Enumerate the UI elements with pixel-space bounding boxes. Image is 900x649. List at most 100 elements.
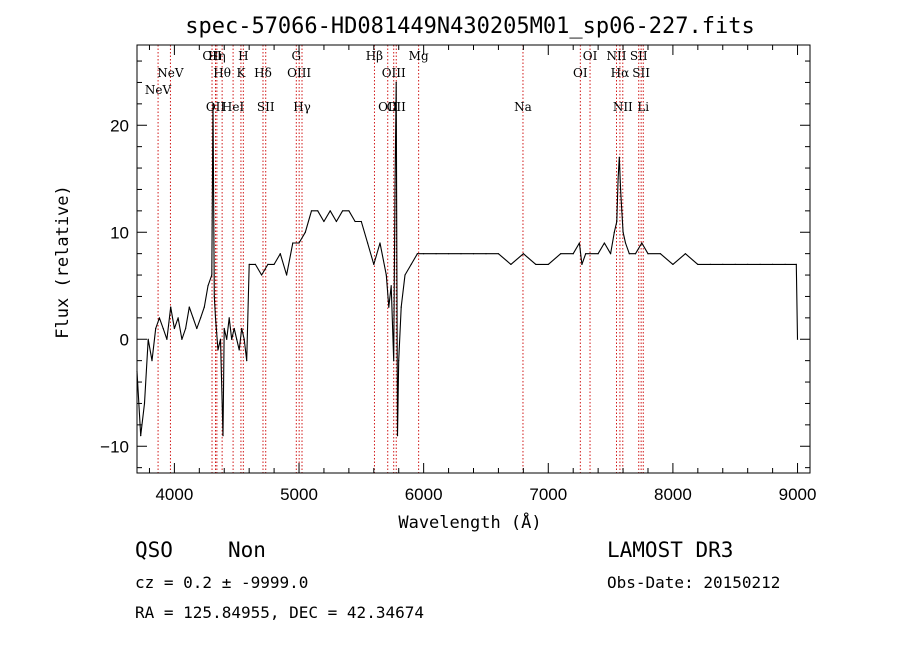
- redshift-cz: cz = 0.2 ± -9999.0: [135, 573, 309, 592]
- data-point-50: [329, 210, 331, 212]
- data-point-36: [246, 360, 248, 362]
- y-tick-label-10: 10: [110, 223, 129, 242]
- line-marker-label-16: OIII: [382, 66, 406, 80]
- data-point-19: [207, 285, 209, 287]
- object-class: QSO: [135, 538, 173, 562]
- line-marker-label-12: OIII: [287, 66, 311, 80]
- data-point-56: [367, 242, 369, 244]
- data-point-41: [273, 263, 275, 265]
- observation-date: Obs-Date: 20150212: [607, 573, 781, 592]
- emission-line-markers: [157, 45, 644, 473]
- data-point-110: [759, 263, 761, 265]
- data-point-52: [342, 210, 344, 212]
- data-point-28: [226, 338, 228, 340]
- x-axis-label: Wavelength (Å): [398, 511, 541, 533]
- line-marker-label-22: NII: [606, 49, 626, 63]
- data-point-64: [395, 81, 397, 83]
- data-point-29: [228, 317, 230, 319]
- data-point-73: [448, 253, 450, 255]
- line-marker-label-11: G: [291, 49, 301, 63]
- data-point-33: [238, 349, 240, 351]
- data-point-20: [211, 274, 213, 276]
- data-point-104: [684, 253, 687, 255]
- data-point-93: [618, 156, 620, 158]
- ra-dec-coordinates: RA = 125.84955, DEC = 42.34674: [135, 603, 424, 622]
- line-marker-label-8: K: [236, 66, 246, 80]
- line-marker-label-20: OI: [573, 66, 588, 80]
- x-axis-ticks: 4000 5000 6000 7000 8000 9000: [148, 45, 816, 504]
- data-point-1: [140, 435, 142, 437]
- data-point-84: [578, 242, 581, 244]
- data-point-27: [223, 327, 225, 330]
- data-point-78: [510, 263, 512, 265]
- data-point-96: [622, 231, 624, 233]
- data-point-38: [254, 263, 256, 265]
- data-point-111: [772, 263, 774, 265]
- data-point-92: [617, 178, 619, 180]
- data-point-99: [634, 253, 637, 255]
- data-point-45: [298, 242, 300, 244]
- data-point-82: [560, 253, 562, 255]
- data-point-83: [572, 253, 574, 255]
- data-point-2: [143, 402, 146, 404]
- data-point-23: [214, 317, 217, 319]
- data-point-39: [261, 274, 263, 276]
- data-point-75: [472, 253, 475, 255]
- y-axis-ticks: −10 0 10 20: [100, 60, 810, 469]
- data-point-4: [151, 360, 153, 362]
- object-subclass: Non: [228, 538, 266, 562]
- data-point-98: [628, 253, 630, 255]
- data-point-106: [709, 263, 711, 265]
- data-point-7: [162, 327, 164, 330]
- data-point-65: [396, 435, 399, 437]
- line-marker-label-4: Hη: [208, 49, 226, 63]
- data-point-70: [416, 253, 418, 255]
- x-tick-label-6000: 6000: [405, 485, 443, 504]
- data-point-102: [659, 253, 662, 255]
- data-point-86: [585, 253, 587, 255]
- data-point-9: [170, 306, 172, 308]
- line-marker-label-19: Na: [514, 100, 532, 114]
- data-point-103: [672, 263, 674, 265]
- data-point-107: [722, 263, 724, 265]
- data-point-17: [200, 317, 202, 319]
- x-tick-label-8000: 8000: [654, 485, 692, 504]
- line-marker-label-2: OII: [202, 49, 222, 63]
- data-point-69: [410, 263, 412, 265]
- data-point-12: [181, 338, 183, 340]
- data-point-58: [379, 242, 381, 244]
- data-point-6: [158, 317, 160, 319]
- data-point-40: [267, 263, 269, 265]
- line-marker-label-1: NeV: [157, 66, 184, 80]
- line-marker-label-0: NeV: [145, 83, 172, 97]
- data-point-49: [323, 220, 325, 223]
- line-marker-label-9: Hδ: [254, 66, 272, 80]
- data-point-71: [423, 253, 425, 255]
- data-point-97: [624, 242, 627, 244]
- chart-title: spec-57066-HD081449N430205M01_sp06-227.f…: [185, 14, 755, 39]
- y-tick-label-0: 0: [120, 330, 129, 349]
- data-point-15: [192, 317, 194, 319]
- data-point-91: [616, 220, 618, 223]
- line-marker-label-10: SII: [257, 100, 275, 114]
- line-marker-label-18: Mg: [409, 49, 429, 63]
- data-point-8: [166, 338, 168, 340]
- line-marker-label-5: Hθ: [213, 66, 231, 80]
- data-point-60: [388, 306, 390, 308]
- data-point-30: [231, 338, 233, 340]
- data-point-37: [248, 263, 250, 265]
- line-marker-label-21: OI: [583, 49, 598, 63]
- data-point-43: [286, 274, 288, 276]
- line-marker-label-3: OII: [206, 100, 226, 114]
- data-point-47: [310, 210, 313, 212]
- line-marker-label-23: Hα: [611, 66, 630, 80]
- data-point-80: [535, 263, 537, 265]
- data-point-62: [393, 360, 395, 362]
- data-point-34: [241, 327, 243, 330]
- data-point-24: [217, 349, 219, 351]
- data-point-25: [219, 338, 222, 340]
- data-point-90: [613, 231, 615, 233]
- data-point-61: [390, 285, 392, 287]
- data-point-94: [620, 188, 622, 190]
- line-marker-label-24: NII: [613, 100, 633, 114]
